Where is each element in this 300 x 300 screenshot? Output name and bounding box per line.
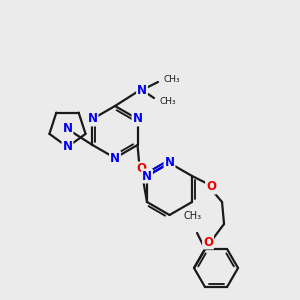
- Text: N: N: [62, 122, 73, 134]
- Text: N: N: [133, 112, 142, 125]
- Text: N: N: [110, 152, 120, 164]
- Text: O: O: [136, 163, 146, 176]
- Text: N: N: [62, 140, 73, 154]
- Text: N: N: [137, 83, 147, 97]
- Text: O: O: [206, 181, 216, 194]
- Text: N: N: [88, 112, 98, 125]
- Text: N: N: [164, 157, 175, 169]
- Text: CH₃: CH₃: [164, 76, 181, 85]
- Text: N: N: [142, 169, 152, 182]
- Text: O: O: [203, 236, 213, 248]
- Text: CH₃: CH₃: [184, 211, 202, 221]
- Text: CH₃: CH₃: [160, 97, 177, 106]
